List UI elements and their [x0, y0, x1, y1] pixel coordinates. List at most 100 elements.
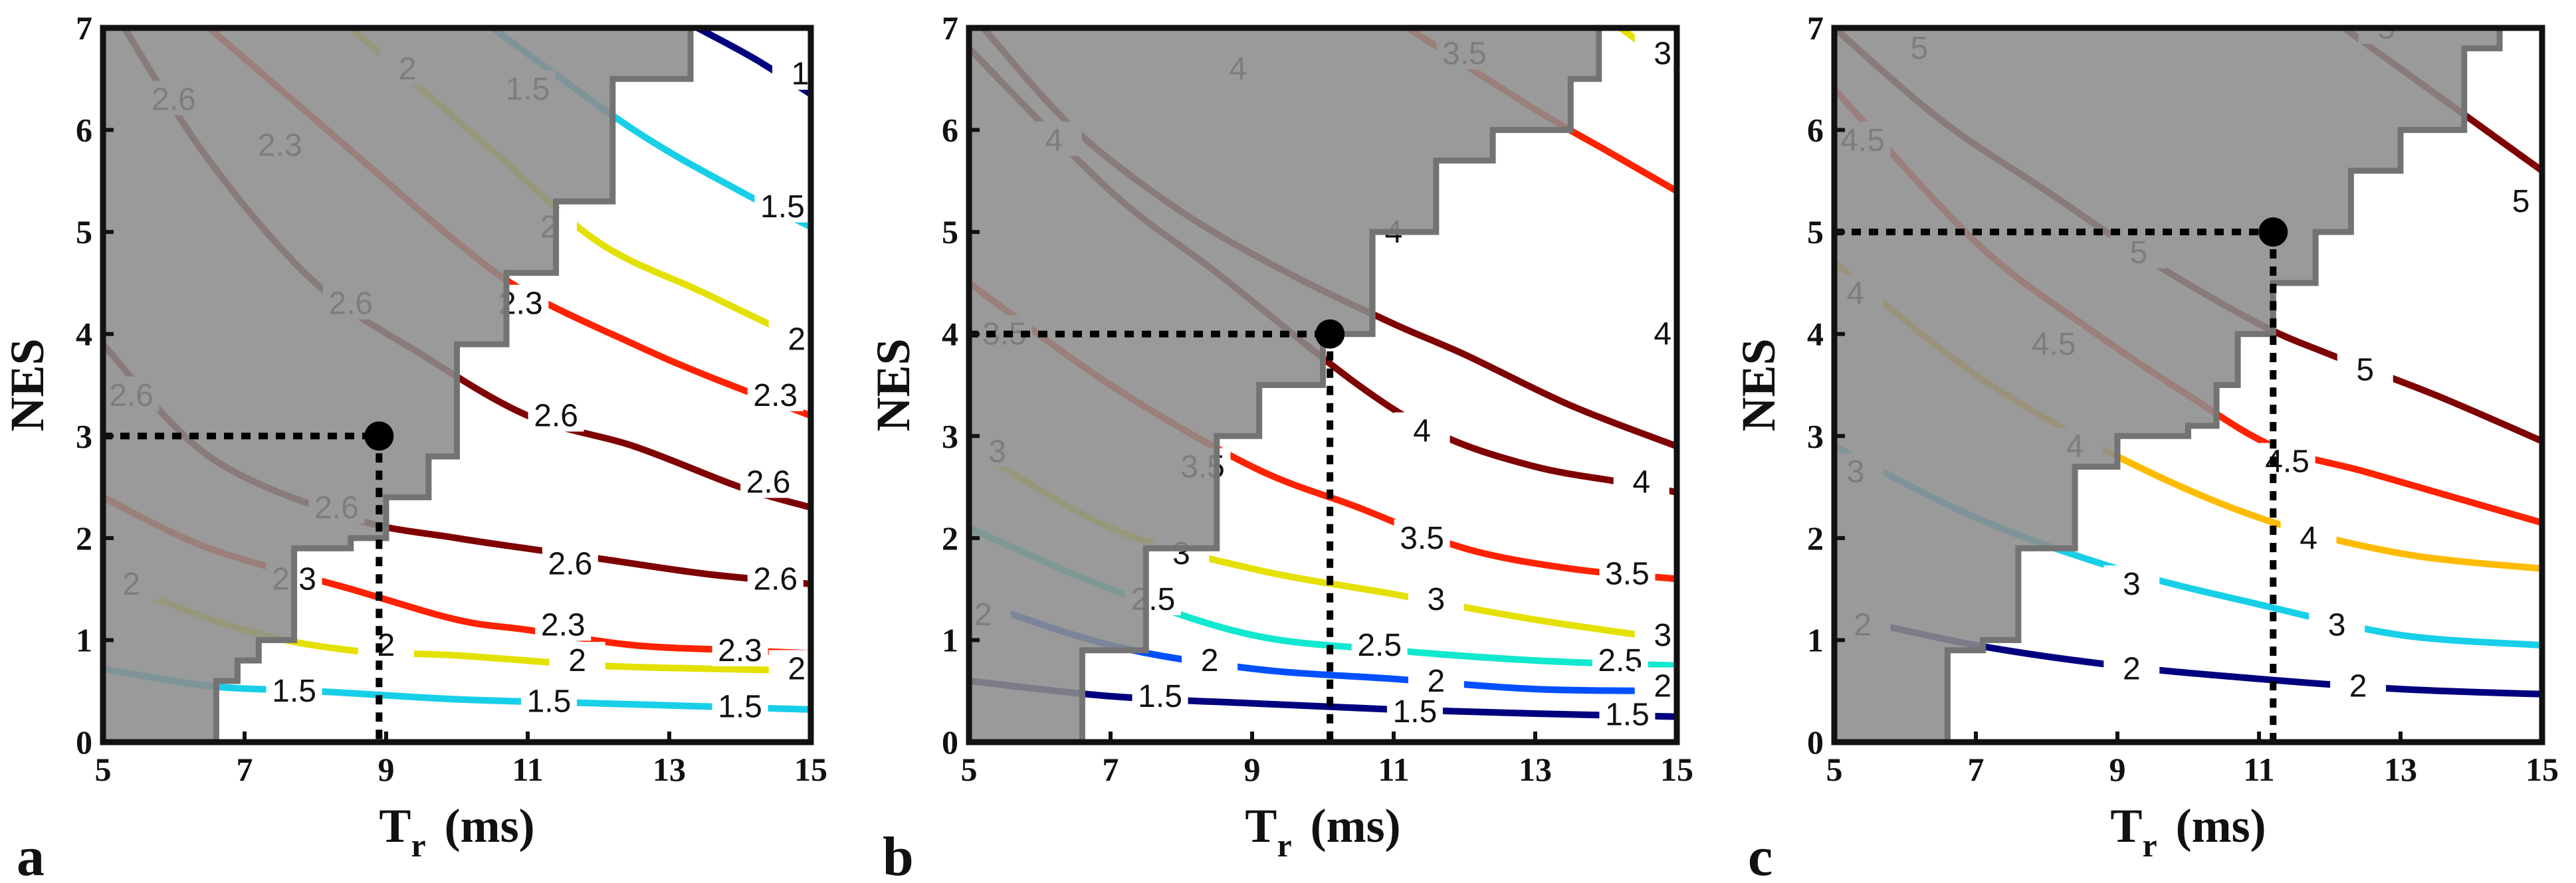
contour-label: 2.6 — [548, 546, 593, 581]
contour-label: 1.5 — [527, 684, 572, 720]
contour-label: 1.5 — [1393, 694, 1438, 730]
contour-label-bg — [772, 55, 811, 90]
contour-label: 2.6 — [746, 464, 791, 500]
contour-label-bg — [747, 376, 804, 411]
contour-label-bg — [2330, 667, 2387, 702]
y-tick-label: 7 — [1807, 9, 1824, 47]
contour-label: 3 — [2328, 607, 2346, 642]
axes-frame — [1831, 25, 2545, 745]
contour-label-bg — [266, 672, 322, 708]
y-tick-label: 6 — [76, 112, 92, 149]
y-tick-label: 6 — [942, 112, 958, 149]
contour-label: 2.3 — [541, 607, 586, 642]
axes-frame — [966, 25, 1680, 745]
contour-label: 2.3 — [718, 633, 762, 668]
contour-label-bg — [1599, 696, 1656, 731]
contour-label: 3 — [1654, 36, 1671, 71]
panel-a: 11.51.52222.32.32.32.62.62.62.62.62.62.6… — [1, 9, 827, 883]
y-tick-label: 0 — [76, 724, 92, 761]
y-tick-label: 5 — [1807, 213, 1824, 250]
contour-label: 2.3 — [753, 378, 798, 413]
contour-label-bg — [754, 187, 811, 223]
y-tick-label: 4 — [76, 316, 92, 353]
x-tick-label: 5 — [95, 751, 112, 788]
contour-label: 2.6 — [753, 561, 798, 597]
contour-label: 4 — [2300, 521, 2317, 556]
contour-label-bg — [1394, 519, 1450, 554]
contour-label-bg — [2337, 351, 2393, 386]
x-tick-label: 13 — [2384, 751, 2417, 788]
x-tick-label: 15 — [1660, 751, 1693, 788]
x-axis-label: Tr (ms) — [379, 799, 534, 864]
y-tick-label: 7 — [942, 9, 958, 47]
contour-label-bg — [712, 631, 768, 666]
x-tick-label: 5 — [961, 751, 978, 788]
y-axis-label: NES — [867, 338, 920, 431]
x-tick-label: 7 — [237, 751, 253, 788]
infeasible-region — [103, 28, 694, 742]
y-tick-label: 4 — [1807, 316, 1824, 353]
contour-label: 5 — [2512, 184, 2530, 219]
contour-label: 5 — [2356, 352, 2374, 387]
contour-label: 3.5 — [1400, 521, 1444, 556]
contour-label-bg — [520, 682, 577, 718]
contour-label-bg — [1351, 627, 1408, 662]
contour-label-bg — [2493, 183, 2542, 218]
x-tick-label: 9 — [378, 751, 395, 788]
contour-label-bg — [2103, 650, 2160, 685]
contour-label: 1.5 — [1138, 679, 1182, 714]
contour-label: 2 — [2349, 669, 2367, 704]
contour-label: 2 — [1654, 669, 1671, 704]
contour-label-bg — [2280, 519, 2337, 554]
y-tick-label: 4 — [942, 316, 958, 353]
contour-label-bg — [768, 650, 811, 685]
panel-c: 555554.54.54.544433322257911131501234567… — [1732, 9, 2559, 883]
contour-label-bg — [2259, 442, 2315, 478]
x-tick-label: 7 — [1103, 751, 1119, 788]
contour-label-bg — [740, 463, 797, 498]
contour-label-bg — [549, 642, 605, 677]
contour-label-bg — [1634, 315, 1677, 350]
contour-label: 4 — [1654, 317, 1671, 352]
y-tick-label: 5 — [76, 213, 92, 250]
contour-label-bg — [1613, 463, 1669, 498]
panel-label: b — [883, 826, 914, 883]
contour-label: 2 — [788, 651, 805, 686]
y-tick-label: 1 — [942, 621, 958, 658]
contour-label-bg — [1599, 555, 1656, 590]
contour-label-bg — [1386, 692, 1443, 728]
contour-label-bg — [747, 560, 804, 595]
contour-label-bg — [542, 545, 598, 580]
x-tick-label: 11 — [512, 751, 543, 788]
contour-label: 3 — [1428, 582, 1446, 617]
contour-label-bg — [2309, 606, 2365, 641]
axes-frame — [100, 25, 814, 745]
x-tick-label: 5 — [1826, 751, 1843, 788]
contour-label-bg — [1408, 581, 1464, 615]
contour-label-bg — [528, 397, 584, 432]
contour-label-bg — [358, 627, 414, 662]
contour-label: 1.5 — [1605, 698, 1650, 733]
contour-label: 2.5 — [1357, 628, 1402, 663]
y-tick-label: 2 — [942, 520, 958, 557]
y-tick-label: 1 — [1807, 621, 1824, 658]
contour-label: 4 — [1632, 464, 1650, 500]
contour-label: 1.5 — [272, 674, 316, 709]
contour-label-bg — [1182, 642, 1238, 677]
contour-label-bg — [1132, 677, 1188, 712]
y-tick-label: 6 — [1807, 112, 1824, 149]
x-axis-label: Tr (ms) — [1245, 799, 1400, 864]
contour-label-bg — [1408, 662, 1464, 697]
y-tick-label: 3 — [1807, 417, 1824, 454]
infeasible-region — [1834, 28, 2503, 742]
x-axis-label: Tr (ms) — [2110, 799, 2266, 864]
contour-label-bg — [1634, 35, 1677, 70]
infeasible-region — [969, 28, 1602, 742]
x-tick-label: 11 — [2243, 751, 2274, 788]
contour-label-bg — [535, 606, 591, 641]
contour-label: 1 — [792, 56, 809, 92]
contour-label: 3.5 — [1605, 557, 1650, 592]
contour-label: 4 — [1413, 414, 1431, 449]
contour-label: 3 — [2123, 567, 2141, 602]
